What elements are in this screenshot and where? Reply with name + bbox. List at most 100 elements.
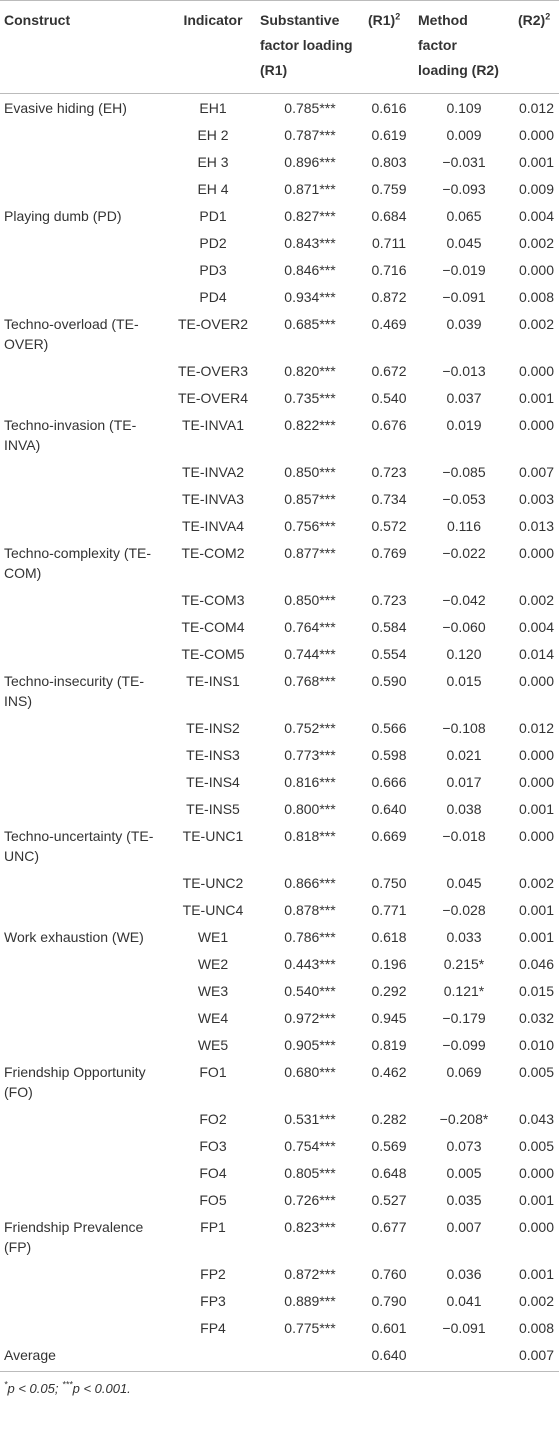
r2-squared: 0.005	[518, 1138, 555, 1154]
substantive-loading: 0.972***	[284, 1010, 336, 1026]
r1-squared: 0.790	[371, 1293, 407, 1309]
indicator: EH 3	[197, 154, 229, 170]
r2-squared: 0.004	[518, 619, 555, 635]
substantive-loading: 0.871***	[284, 181, 336, 197]
method-loading: −0.085	[442, 464, 486, 480]
table-row: Friendship Prevalence (FP) FP1 0.823*** 0.6…	[0, 1213, 559, 1260]
r1-squared: 0.723	[371, 464, 407, 480]
r2-squared: 0.000	[518, 545, 555, 561]
r1-squared: 0.566	[371, 720, 407, 736]
method-loading: 0.009	[446, 127, 482, 143]
indicator: TE-COM2	[181, 545, 245, 561]
table-row: TE-COM5 0.744*** 0.554 0.120 0.014	[0, 640, 559, 667]
method-loading: −0.091	[442, 289, 486, 305]
r1-squared: 0.598	[371, 747, 407, 763]
r1-squared: 0.619	[371, 127, 407, 143]
table-row: TE-INS2 0.752*** 0.566 −0.108 0.012	[0, 714, 559, 741]
construct-cell	[0, 458, 170, 485]
table-row: PD4 0.934*** 0.872 −0.091 0.008	[0, 283, 559, 310]
substantive-loading: 0.866***	[284, 875, 336, 891]
indicator: TE-UNC4	[182, 902, 244, 918]
header-cell: (R1)2	[364, 0, 414, 94]
method-loading: 0.036	[446, 1266, 482, 1282]
substantive-loading: 0.905***	[284, 1037, 336, 1053]
indicator: FP4	[200, 1320, 226, 1336]
construct-cell: Techno-uncertainty (TE-UNC)	[0, 822, 170, 869]
table-row: TE-COM4 0.764*** 0.584 −0.060 0.004	[0, 613, 559, 640]
r1-squared: 0.734	[371, 491, 407, 507]
substantive-loading: 0.443***	[284, 956, 336, 972]
method-loading: 0.069	[446, 1064, 482, 1080]
construct-cell	[0, 229, 170, 256]
header-text: Method factor loading (R2)	[418, 12, 499, 78]
method-loading: 0.038	[446, 801, 482, 817]
method-loading: 0.039	[446, 316, 482, 332]
r2-squared: 0.001	[518, 1192, 555, 1208]
substantive-loading: 0.785***	[284, 100, 336, 116]
header-text: Construct	[4, 12, 71, 28]
method-loading: 0.037	[446, 390, 482, 406]
indicator: TE-COM5	[181, 646, 245, 662]
substantive-loading: 0.896***	[284, 154, 336, 170]
substantive-loading: 0.934***	[284, 289, 336, 305]
method-loading: −0.053	[442, 491, 486, 507]
header-superscript: 2	[545, 11, 551, 22]
substantive-loading: 0.827***	[284, 208, 336, 224]
method-loading: −0.091	[442, 1320, 486, 1336]
substantive-loading: 0.850***	[284, 592, 336, 608]
construct-cell	[0, 1314, 170, 1341]
r2-squared: 0.015	[518, 983, 555, 999]
substantive-loading: 0.685***	[284, 316, 336, 332]
r1-squared: 0.945	[371, 1010, 407, 1026]
construct-cell	[0, 1132, 170, 1159]
substantive-loading: 0.754***	[284, 1138, 336, 1154]
indicator: FO2	[199, 1111, 227, 1127]
r1-squared: 0.669	[371, 828, 407, 844]
method-loading: 0.065	[446, 208, 482, 224]
method-loading: −0.018	[442, 828, 486, 844]
r2-squared: 0.000	[518, 673, 555, 689]
construct: Techno-overload (TE-OVER)	[4, 316, 139, 352]
method-loading: 0.041	[446, 1293, 482, 1309]
substantive-loading: 0.820***	[284, 363, 336, 379]
indicator: FP3	[200, 1293, 226, 1309]
construct-cell: Techno-complexity (TE-COM)	[0, 539, 170, 586]
construct-cell	[0, 1105, 170, 1132]
table-row: WE3 0.540*** 0.292 0.121* 0.015	[0, 977, 559, 1004]
r2-squared: 0.002	[518, 592, 555, 608]
construct-cell	[0, 283, 170, 310]
indicator: PD1	[199, 208, 227, 224]
r1-squared: 0.462	[371, 1064, 407, 1080]
r1-squared: 0.590	[371, 673, 407, 689]
table-row: FO2 0.531*** 0.282 −0.208* 0.043	[0, 1105, 559, 1132]
table-row: Work exhaustion (WE) WE1 0.786*** 0.618 0.03…	[0, 923, 559, 950]
construct-cell	[0, 384, 170, 411]
indicator: EH1	[199, 100, 227, 116]
table-row: TE-INS5 0.800*** 0.640 0.038 0.001	[0, 795, 559, 822]
indicator: TE-INVA4	[182, 518, 244, 534]
indicator: EH 4	[197, 181, 229, 197]
r2-squared: 0.043	[518, 1111, 555, 1127]
method-loading: −0.022	[442, 545, 486, 561]
table-row: TE-UNC4 0.878*** 0.771 −0.028 0.001	[0, 896, 559, 923]
construct-cell	[0, 1186, 170, 1213]
indicator: TE-COM4	[181, 619, 245, 635]
construct-cell	[0, 714, 170, 741]
r2-squared: 0.012	[518, 720, 555, 736]
header-text: (R1)	[368, 12, 396, 28]
substantive-loading: 0.823***	[284, 1219, 336, 1235]
r1-squared: 0.759	[371, 181, 407, 197]
indicator: TE-INVA2	[182, 464, 244, 480]
indicator: WE4	[197, 1010, 229, 1026]
r1-squared: 0.716	[371, 262, 407, 278]
table-row: Techno-uncertainty (TE-UNC) TE-UNC1 0.818*…	[0, 822, 559, 869]
r1-squared: 0.666	[371, 774, 407, 790]
method-loading: −0.108	[442, 720, 486, 736]
construct-cell	[0, 148, 170, 175]
r1-squared: 0.569	[371, 1138, 407, 1154]
construct-cell	[0, 1004, 170, 1031]
r2-squared: 0.003	[518, 491, 555, 507]
empty-cell	[170, 1341, 256, 1372]
table-row: WE4 0.972*** 0.945 −0.179 0.032	[0, 1004, 559, 1031]
footnote-superscript: ***	[62, 1379, 73, 1390]
